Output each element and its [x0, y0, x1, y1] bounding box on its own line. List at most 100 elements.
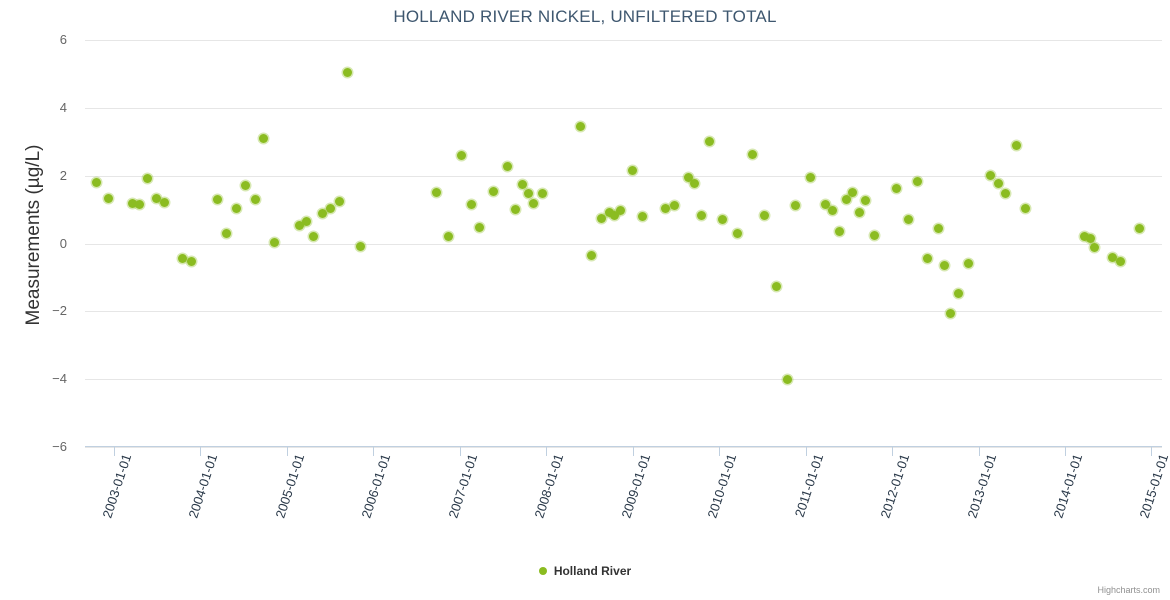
data-point[interactable]: [240, 181, 250, 191]
data-point[interactable]: [891, 184, 901, 194]
data-point[interactable]: [474, 223, 484, 233]
data-point[interactable]: [457, 150, 467, 160]
data-point[interactable]: [596, 213, 606, 223]
data-point[interactable]: [628, 165, 638, 175]
legend-item-label: Holland River: [553, 563, 632, 578]
data-point[interactable]: [717, 214, 727, 224]
data-point[interactable]: [1080, 231, 1090, 241]
data-point[interactable]: [923, 253, 933, 263]
data-point[interactable]: [772, 282, 782, 292]
data-point[interactable]: [127, 199, 137, 209]
data-point[interactable]: [985, 171, 995, 181]
data-point[interactable]: [467, 199, 477, 209]
x-axis-tick-mark: [891, 447, 893, 456]
data-point[interactable]: [870, 230, 880, 240]
data-point[interactable]: [231, 204, 241, 214]
data-point[interactable]: [334, 196, 344, 206]
data-point[interactable]: [1001, 189, 1011, 199]
data-point[interactable]: [835, 226, 845, 236]
data-point[interactable]: [854, 207, 864, 217]
data-point[interactable]: [586, 250, 596, 260]
data-point[interactable]: [747, 150, 757, 160]
data-point[interactable]: [511, 205, 521, 215]
data-point[interactable]: [159, 197, 169, 207]
data-point[interactable]: [669, 201, 679, 210]
data-point[interactable]: [518, 179, 528, 189]
data-point[interactable]: [432, 188, 441, 198]
data-point[interactable]: [318, 209, 328, 219]
data-point[interactable]: [502, 161, 512, 171]
y-axis-tick-label: −6: [52, 439, 67, 454]
data-point[interactable]: [529, 198, 539, 208]
data-point[interactable]: [828, 205, 837, 215]
data-point[interactable]: [356, 242, 366, 252]
data-point[interactable]: [820, 200, 830, 210]
data-point[interactable]: [782, 375, 792, 385]
data-point[interactable]: [250, 194, 260, 204]
data-point[interactable]: [637, 211, 647, 221]
data-point[interactable]: [575, 121, 585, 131]
legend-item-holland-river[interactable]: Holland River: [538, 563, 632, 578]
data-point[interactable]: [489, 187, 499, 197]
data-point[interactable]: [661, 204, 671, 214]
data-point[interactable]: [1011, 140, 1021, 150]
data-point[interactable]: [1089, 243, 1099, 253]
data-point[interactable]: [187, 257, 197, 267]
data-point[interactable]: [933, 224, 943, 234]
data-point[interactable]: [302, 216, 312, 226]
data-point[interactable]: [213, 194, 223, 204]
data-point[interactable]: [309, 231, 319, 241]
data-point[interactable]: [690, 178, 700, 188]
data-point[interactable]: [1107, 252, 1117, 262]
y-axis-tick-label: 6: [59, 32, 67, 47]
y-axis-tick-label: 4: [59, 99, 67, 115]
data-point[interactable]: [615, 205, 625, 215]
data-point[interactable]: [326, 204, 336, 214]
data-point[interactable]: [733, 228, 743, 238]
data-point[interactable]: [964, 259, 974, 269]
data-point[interactable]: [704, 137, 714, 147]
data-point[interactable]: [903, 214, 913, 224]
data-point[interactable]: [444, 231, 454, 241]
data-point[interactable]: [805, 173, 815, 183]
data-point[interactable]: [295, 221, 305, 231]
y-gridline: [85, 379, 1162, 381]
data-point[interactable]: [135, 199, 145, 209]
x-axis-tick-label: 2007-01-01: [445, 452, 480, 520]
data-point[interactable]: [178, 253, 188, 263]
data-point[interactable]: [1116, 257, 1126, 267]
data-point[interactable]: [537, 189, 547, 199]
data-point[interactable]: [143, 173, 153, 183]
data-point[interactable]: [1021, 203, 1031, 213]
data-point[interactable]: [152, 193, 162, 203]
data-point[interactable]: [759, 211, 769, 221]
data-point[interactable]: [1086, 234, 1096, 244]
data-point[interactable]: [842, 194, 852, 204]
data-point[interactable]: [524, 188, 534, 198]
data-point[interactable]: [259, 133, 269, 143]
data-point[interactable]: [946, 308, 956, 318]
x-axis-tick-mark: [805, 447, 807, 456]
data-point[interactable]: [1134, 224, 1144, 234]
data-point[interactable]: [993, 178, 1003, 188]
data-point[interactable]: [848, 188, 858, 198]
data-point[interactable]: [954, 288, 964, 298]
credits-link[interactable]: Highcharts.com: [1097, 585, 1160, 595]
data-point[interactable]: [221, 228, 231, 238]
data-point[interactable]: [791, 201, 801, 210]
y-gridline: [85, 447, 1162, 448]
data-point[interactable]: [860, 195, 870, 205]
data-point[interactable]: [913, 177, 923, 187]
data-point[interactable]: [343, 67, 353, 77]
x-axis-tick-label: 2004-01-01: [185, 452, 221, 520]
x-axis-tick-label: 2006-01-01: [358, 452, 394, 520]
data-point[interactable]: [684, 172, 694, 182]
data-point[interactable]: [270, 238, 280, 248]
data-point[interactable]: [104, 194, 114, 204]
data-point[interactable]: [92, 177, 102, 187]
data-point[interactable]: [939, 261, 949, 271]
data-point[interactable]: [605, 207, 615, 217]
data-point[interactable]: [609, 211, 619, 221]
data-point[interactable]: [697, 210, 707, 220]
